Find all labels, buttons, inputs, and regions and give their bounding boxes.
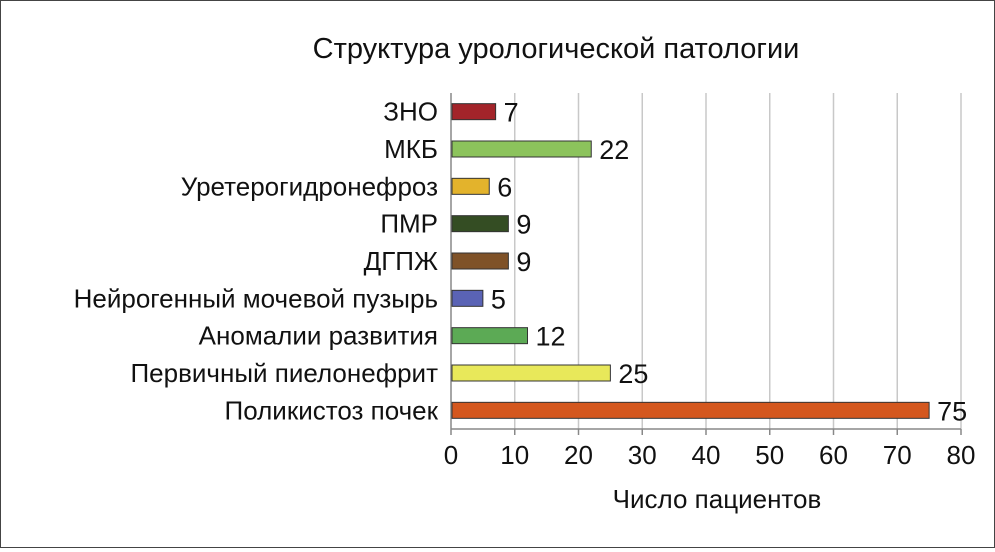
data-label: 25 bbox=[618, 359, 648, 389]
x-tick-label: 70 bbox=[883, 440, 912, 470]
chart-title: Структура урологической патологии bbox=[313, 33, 800, 65]
bar bbox=[451, 289, 484, 307]
x-tick-label: 50 bbox=[755, 440, 784, 470]
category-label: ДГПЖ bbox=[364, 246, 438, 276]
category-label: Аномалии развития bbox=[199, 321, 438, 351]
x-ticks: 0 10 20 30 40 50 60 70 80 bbox=[444, 429, 976, 470]
bars bbox=[451, 103, 930, 419]
bar bbox=[451, 103, 497, 121]
bar bbox=[451, 140, 592, 158]
category-label: Поликистоз почек bbox=[225, 395, 439, 425]
data-label: 75 bbox=[937, 396, 967, 426]
data-label: 7 bbox=[504, 98, 519, 128]
category-labels: ЗНО МКБ Уретерогидронефроз ПМР ДГПЖ Нейрогенн… bbox=[74, 97, 439, 426]
bar bbox=[451, 401, 930, 419]
data-label: 9 bbox=[516, 210, 531, 240]
x-tick-label: 60 bbox=[819, 440, 848, 470]
x-axis-title: Число пациентов bbox=[613, 484, 822, 514]
x-tick-label: 40 bbox=[692, 440, 721, 470]
data-label: 22 bbox=[599, 135, 629, 165]
bar bbox=[451, 177, 490, 195]
x-tick-label: 0 bbox=[444, 440, 458, 470]
data-label: 5 bbox=[491, 284, 506, 314]
bar bbox=[451, 364, 611, 382]
category-label: ПМР bbox=[380, 209, 438, 239]
bar bbox=[451, 252, 509, 270]
bar bbox=[451, 327, 528, 345]
bar bbox=[451, 215, 509, 233]
category-label: Нейрогенный мочевой пузырь bbox=[74, 283, 438, 313]
x-tick-label: 30 bbox=[628, 440, 657, 470]
data-label: 12 bbox=[536, 322, 566, 352]
category-label: ЗНО bbox=[383, 97, 438, 127]
x-tick-label: 80 bbox=[947, 440, 976, 470]
data-label: 6 bbox=[497, 172, 512, 202]
data-label: 9 bbox=[516, 247, 531, 277]
category-label: Первичный пиелонефрит bbox=[130, 358, 438, 388]
category-label: МКБ bbox=[384, 134, 438, 164]
x-tick-label: 20 bbox=[564, 440, 593, 470]
x-tick-label: 10 bbox=[500, 440, 529, 470]
category-label: Уретерогидронефроз bbox=[181, 171, 438, 201]
